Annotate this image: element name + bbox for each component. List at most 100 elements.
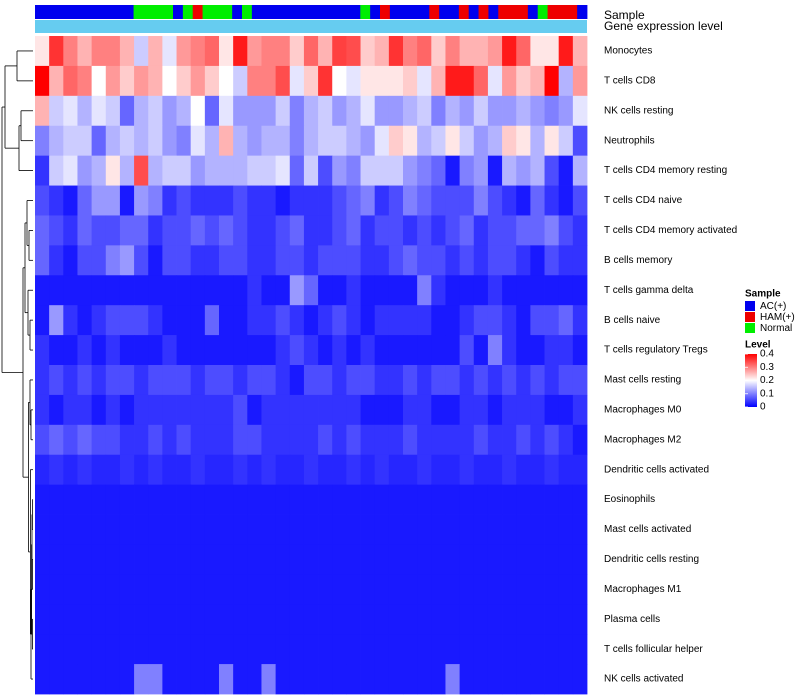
heatmap-cell-r8-c36 [544, 275, 560, 306]
heatmap-cell-r1-c32 [487, 65, 503, 97]
heatmap-cell-r20-c13 [219, 634, 234, 665]
heatmap-cell-r11-c33 [502, 365, 517, 396]
sample-cell-22 [251, 5, 263, 19]
heatmap-cell-r16-c32 [487, 514, 503, 545]
heatmap-cell-r7-c28 [431, 245, 446, 276]
heatmap-cell-r17-c12 [204, 544, 220, 575]
heatmap-cell-r2-c36 [544, 95, 560, 127]
heatmap-cell-r15-c32 [487, 484, 503, 515]
sample-cell-47 [498, 5, 509, 19]
heatmap-cell-r7-c29 [445, 245, 461, 276]
heatmap-cell-r5-c15 [247, 185, 262, 216]
heatmap-cell-r11-c20 [318, 365, 333, 396]
row-label: Dendritic cells resting [604, 554, 699, 565]
heatmap-cell-r10-c22 [346, 335, 361, 366]
heatmap-cell-r4-c18 [289, 155, 305, 186]
heatmap-cell-r2-c10 [176, 95, 192, 127]
heatmap-cell-r20-c20 [318, 634, 333, 665]
heatmap-cell-r13-c17 [275, 424, 291, 456]
heatmap-cell-r19-c0 [35, 604, 50, 635]
heatmap-cell-r0-c32 [487, 36, 503, 67]
heatmap-cell-r2-c2 [63, 95, 78, 127]
heatmap-cell-r9-c0 [35, 305, 50, 336]
heatmap-cell-r5-c16 [261, 185, 277, 216]
heatmap-cell-r0-c31 [473, 36, 489, 67]
heatmap-cell-r10-c16 [261, 335, 277, 366]
heatmap-cell-r14-c22 [346, 454, 361, 486]
heatmap-cell-r21-c13 [219, 664, 234, 695]
heatmap-cell-r1-c11 [190, 65, 206, 97]
heatmap-cell-r15-c7 [134, 484, 149, 515]
heatmap-cell-r9-c20 [318, 305, 333, 336]
heatmap-cell-r13-c25 [388, 424, 404, 456]
heatmap-cell-r12-c12 [204, 394, 220, 426]
heatmap-cell-r15-c19 [303, 484, 319, 515]
heatmap-cell-r16-c22 [346, 514, 361, 545]
heatmap-cell-r0-c22 [346, 36, 361, 67]
heatmap-cell-r2-c14 [233, 95, 248, 127]
legend-sample-label: Normal [760, 323, 792, 334]
heatmap-cell-r4-c23 [360, 155, 376, 186]
heatmap-cell-r15-c29 [445, 484, 461, 515]
heatmap-cell-r11-c11 [190, 365, 206, 396]
heatmap-cell-r20-c36 [544, 634, 560, 665]
heatmap-cell-r7-c6 [119, 245, 135, 276]
heatmap-cell-r21-c5 [105, 664, 121, 695]
heatmap-cell-r5-c22 [346, 185, 361, 216]
heatmap-cell-r21-c8 [148, 664, 163, 695]
heatmap-cell-r20-c18 [289, 634, 305, 665]
legend-level-title: Level [745, 340, 771, 351]
heatmap-cell-r17-c18 [289, 544, 305, 575]
heatmap-cell-r6-c22 [346, 215, 361, 246]
sample-cell-43 [458, 5, 470, 19]
heatmap-cell-r20-c7 [134, 634, 149, 665]
sample-cell-46 [488, 5, 499, 19]
heatmap-cell-r12-c3 [77, 394, 93, 426]
heatmap-cell-r19-c2 [63, 604, 78, 635]
sample-cell-17 [202, 5, 213, 19]
row-label: Macrophages M0 [604, 405, 682, 416]
sample-cell-39 [419, 5, 430, 19]
heatmap-cell-r15-c25 [388, 484, 404, 515]
heatmap-cell-r6-c11 [190, 215, 206, 246]
sample-cell-25 [281, 5, 292, 19]
heatmap-cell-r16-c15 [247, 514, 262, 545]
heatmap-cell-r4-c1 [49, 155, 64, 186]
heatmap-cell-r0-c10 [176, 36, 192, 67]
heatmap-cell-r8-c20 [318, 275, 333, 306]
heatmap-cell-r15-c31 [473, 484, 489, 515]
row-label: Monocytes [604, 46, 652, 57]
heatmap-cell-r4-c22 [346, 155, 361, 186]
heatmap-cell-r10-c0 [35, 335, 50, 366]
heatmap-cell-r2-c28 [431, 95, 446, 127]
heatmap-cell-r6-c13 [219, 215, 234, 246]
heatmap-cell-r7-c37 [558, 245, 574, 276]
sample-cell-28 [311, 5, 322, 19]
heatmap-cell-r12-c5 [105, 394, 121, 426]
heatmap-cell-r21-c25 [388, 664, 404, 695]
heatmap-cell-r5-c21 [332, 185, 347, 216]
heatmap-cell-r3-c35 [530, 125, 545, 157]
heatmap-cell-r0-c7 [134, 36, 149, 67]
heatmap-cell-r18-c32 [487, 574, 503, 605]
heatmap-cell-r1-c33 [502, 65, 517, 97]
heatmap-cell-r15-c23 [360, 484, 376, 515]
heatmap-cell-r3-c0 [35, 125, 50, 157]
sample-cell-52 [547, 5, 558, 19]
heatmap-cell-r15-c21 [332, 484, 347, 515]
heatmap-cell-r0-c35 [530, 36, 545, 67]
heatmap-cell-r9-c32 [487, 305, 503, 336]
heatmap-cell-r21-c38 [572, 664, 588, 695]
heatmap-cell-r10-c2 [63, 335, 78, 366]
heatmap-cell-r20-c2 [63, 634, 78, 665]
heatmap-cell-r5-c38 [572, 185, 588, 216]
heatmap-cell-r0-c30 [459, 36, 475, 67]
sample-cell-37 [399, 5, 410, 19]
heatmap-cell-r6-c27 [417, 215, 432, 246]
heatmap-cell-r8-c11 [190, 275, 206, 306]
heatmap-cell-r8-c19 [303, 275, 319, 306]
heatmap-cell-r19-c19 [303, 604, 319, 635]
sample-cell-6 [94, 5, 105, 19]
heatmap-cell-r2-c13 [219, 95, 234, 127]
